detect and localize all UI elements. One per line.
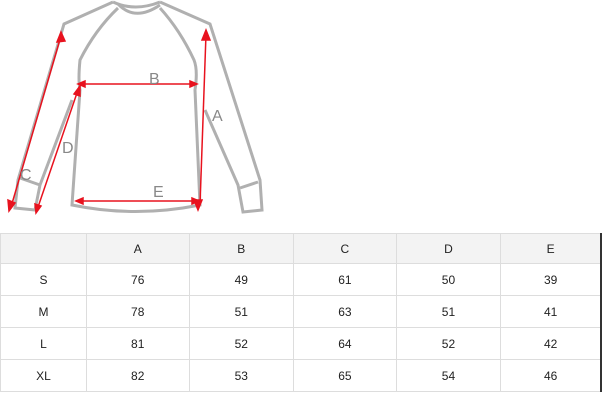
table-cell: 78 — [85, 295, 190, 328]
size-label: L — [0, 327, 87, 360]
table-cell: 65 — [293, 359, 397, 392]
table-row: S 76 49 61 50 39 — [0, 263, 602, 296]
column-header: D — [395, 233, 502, 264]
table-row: L 81 52 64 52 42 — [0, 327, 602, 360]
size-label: M — [0, 295, 87, 328]
label-d: D — [62, 140, 74, 157]
table-cell: 53 — [188, 359, 295, 392]
label-a: A — [212, 108, 223, 125]
table-cell: 76 — [85, 263, 190, 296]
column-header: E — [500, 233, 602, 264]
table-cell: 61 — [293, 263, 397, 296]
label-e: E — [153, 184, 164, 201]
table-cell: 63 — [293, 295, 397, 328]
table-cell: 49 — [188, 263, 295, 296]
table-cell: 46 — [500, 359, 602, 392]
table-cell: 52 — [395, 327, 502, 360]
label-b: B — [149, 71, 160, 88]
table-cell: 54 — [395, 359, 502, 392]
table-cell: 64 — [293, 327, 397, 360]
measurement-lines — [7, 27, 212, 216]
table-cell: 82 — [85, 359, 190, 392]
label-c: C — [20, 167, 32, 184]
size-label: S — [0, 263, 87, 296]
table-cell: 41 — [500, 295, 602, 328]
table-cell: 50 — [395, 263, 502, 296]
table-row: M 78 51 63 51 41 — [0, 295, 602, 328]
table-cell: 39 — [500, 263, 602, 296]
table-cell: 42 — [500, 327, 602, 360]
table-cell: 51 — [395, 295, 502, 328]
column-header: B — [188, 233, 295, 264]
table-cell: 81 — [85, 327, 190, 360]
size-diagram: A B C D E — [7, 0, 264, 216]
table-cell: 51 — [188, 295, 295, 328]
column-header — [0, 233, 87, 264]
table-row: XL 82 53 65 54 46 — [0, 359, 602, 392]
size-label: XL — [0, 359, 87, 392]
sweater-outline — [13, 0, 264, 214]
table-cell: 52 — [188, 327, 295, 360]
column-header: A — [85, 233, 190, 264]
column-header: C — [293, 233, 397, 264]
